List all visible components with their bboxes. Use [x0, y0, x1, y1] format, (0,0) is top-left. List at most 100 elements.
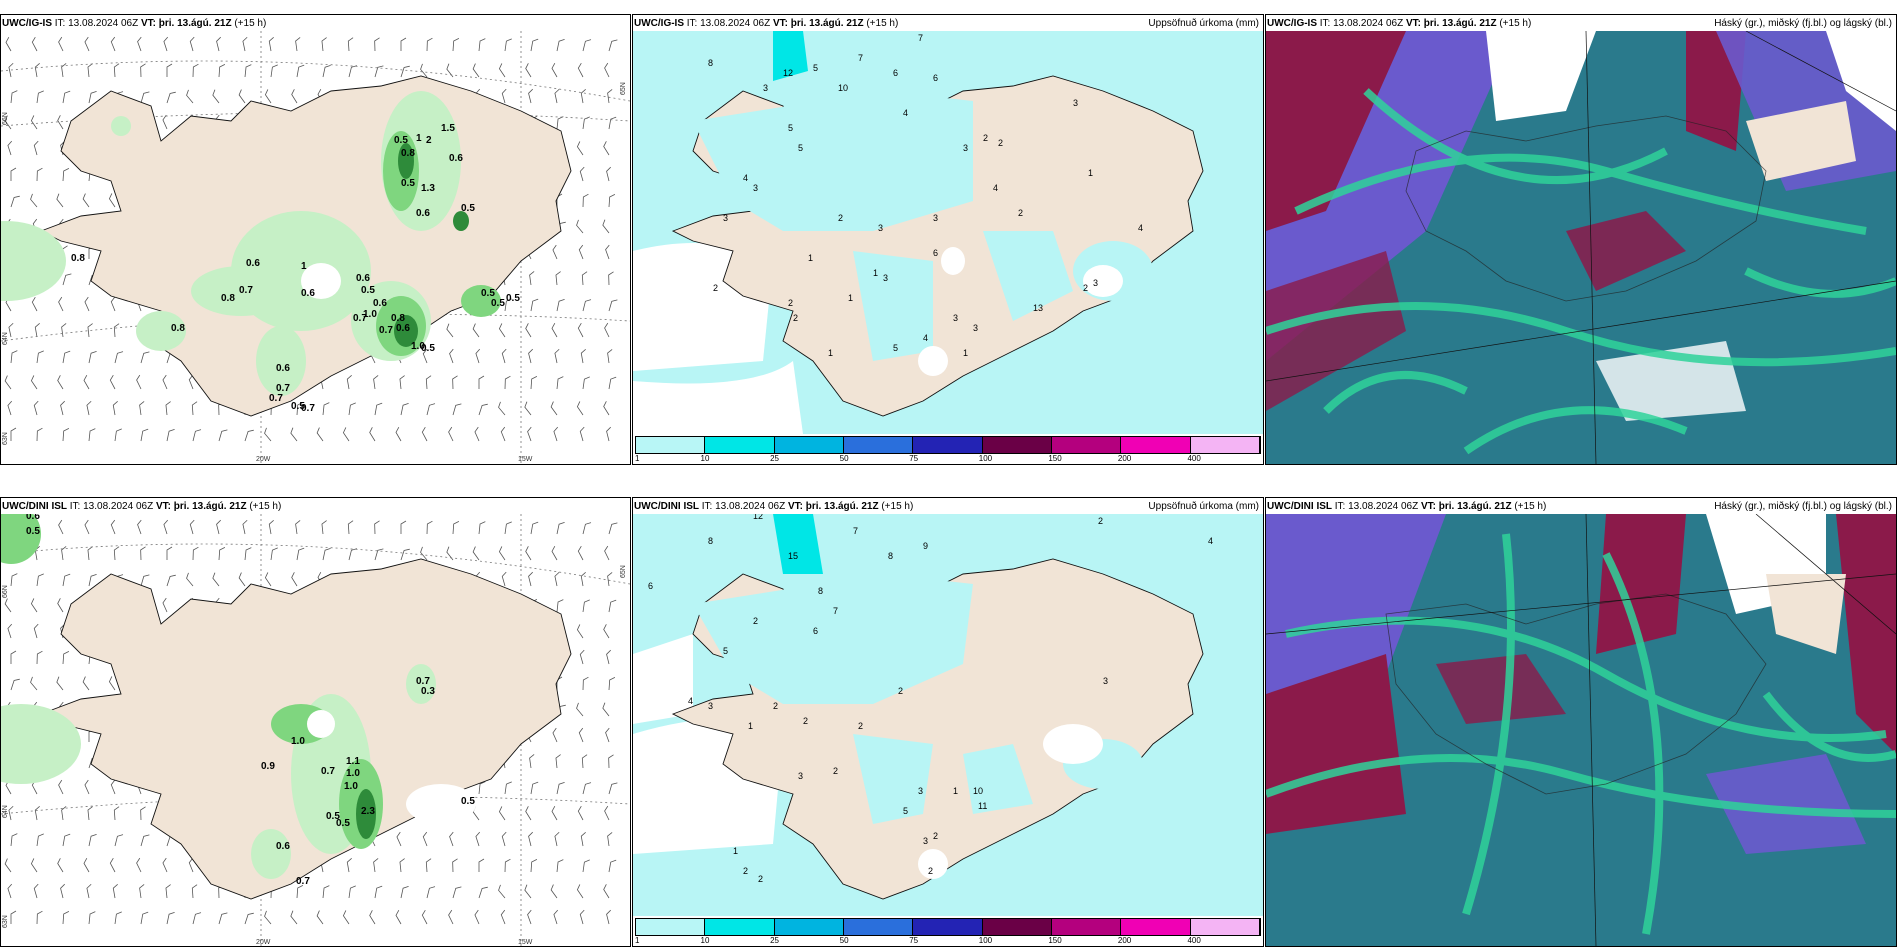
- wind-barb: [321, 37, 327, 52]
- wind-barb: [87, 63, 93, 78]
- wind-barb: [191, 884, 198, 899]
- value-label: 10: [838, 83, 848, 93]
- wind-barb: [577, 805, 584, 821]
- value-label: 11: [978, 801, 987, 811]
- wind-barb: [108, 193, 116, 208]
- value-label: 2: [928, 866, 933, 876]
- wind-barb: [296, 885, 304, 899]
- wind-barb: [530, 38, 539, 52]
- wind-barb: [216, 519, 221, 535]
- colorbar-tick-label: 400: [1187, 454, 1201, 463]
- value-label: 2: [788, 298, 793, 308]
- wind-barb: [4, 858, 12, 873]
- wind-barb: [474, 909, 480, 925]
- wind-barb: [400, 65, 410, 78]
- wind-barb: [88, 428, 96, 442]
- wind-barb: [550, 884, 558, 899]
- wind-barb: [421, 426, 428, 442]
- value-label: 0.5: [506, 293, 520, 304]
- wind-barb: [608, 754, 614, 769]
- wind-barb: [166, 63, 173, 77]
- colorbar-swatch: [843, 919, 914, 935]
- wind-barb: [449, 831, 454, 847]
- wind-barb: [554, 88, 560, 104]
- wind-barb: [582, 193, 589, 208]
- value-label: 2: [998, 138, 1003, 148]
- wind-barb: [347, 520, 354, 535]
- wind-barb: [86, 883, 92, 899]
- wind-barb: [498, 63, 506, 78]
- wind-barb: [607, 832, 613, 847]
- wind-barb: [580, 349, 586, 364]
- value-label: 2: [1098, 516, 1103, 526]
- wind-barb: [608, 599, 617, 613]
- colorbar-tick-label: 100: [978, 454, 993, 463]
- value-label: 0.5: [291, 401, 305, 412]
- wind-barb: [582, 39, 592, 52]
- wind-barb: [136, 374, 142, 390]
- wind-barb: [602, 219, 610, 234]
- wind-barb: [369, 427, 376, 442]
- colorbar-swatch: [1121, 919, 1191, 935]
- wind-barb: [580, 89, 586, 104]
- value-label: 2: [898, 686, 903, 696]
- wind-barb: [501, 831, 507, 847]
- colorbar-swatch: [636, 437, 706, 453]
- wind-barb: [446, 323, 454, 338]
- wind-barb: [244, 912, 254, 925]
- wind-barb: [30, 375, 38, 390]
- value-label: 5: [813, 63, 818, 73]
- value-label: 1: [1088, 168, 1093, 178]
- wind-barb: [61, 806, 67, 821]
- wind-barb: [62, 911, 70, 925]
- wind-barb: [606, 649, 611, 665]
- value-label: 0.5: [401, 178, 415, 189]
- wind-barb: [137, 519, 142, 535]
- wind-barb: [87, 806, 93, 821]
- wind-barb: [62, 573, 71, 587]
- colorbar-tick-label: 200: [1117, 936, 1132, 945]
- wind-barb: [608, 116, 617, 130]
- wind-barb: [554, 348, 560, 364]
- value-label: 4: [903, 108, 908, 118]
- wind-barb: [10, 573, 18, 587]
- value-label: 2: [758, 874, 763, 884]
- wind-barb: [295, 37, 301, 52]
- colorbar-swatch: [705, 437, 775, 453]
- wind-barb: [582, 376, 590, 390]
- wind-barb: [400, 548, 410, 561]
- wind-barb: [83, 375, 90, 390]
- wind-barb: [551, 806, 558, 821]
- wind-barb: [136, 857, 142, 873]
- precip-white: [918, 247, 1123, 376]
- colorbar-swatch: [1051, 919, 1122, 935]
- wind-barb: [576, 401, 584, 416]
- value-label: 1.1: [346, 756, 360, 767]
- value-label: 1: [848, 293, 853, 303]
- value-label: 0.6: [301, 288, 315, 299]
- wind-barb: [84, 36, 90, 52]
- wind-barb: [608, 299, 618, 312]
- svg-text:63N: 63N: [2, 432, 9, 445]
- panel-title: UWC/DINI ISL IT: 13.08.2024 06Z VT: þri.…: [634, 501, 1259, 512]
- wind-barb: [10, 678, 20, 691]
- wind-barb: [347, 37, 354, 52]
- wind-barb: [374, 885, 383, 899]
- wind-barb: [162, 114, 168, 130]
- colorbar-tick-label: 150: [1048, 454, 1062, 463]
- value-label: 2: [773, 701, 778, 711]
- value-label: 4: [923, 333, 928, 343]
- wind-barb: [57, 858, 64, 873]
- wind-barb: [606, 166, 611, 182]
- wind-barb: [604, 545, 610, 561]
- value-label: 3: [953, 313, 958, 323]
- wind-barb: [60, 400, 65, 416]
- value-label: 3: [878, 223, 883, 233]
- wind-barb: [579, 909, 585, 925]
- cloud-map: [1266, 31, 1896, 464]
- wind-barb: [87, 323, 93, 338]
- wind-barb: [478, 521, 486, 535]
- wind-barb: [242, 36, 248, 52]
